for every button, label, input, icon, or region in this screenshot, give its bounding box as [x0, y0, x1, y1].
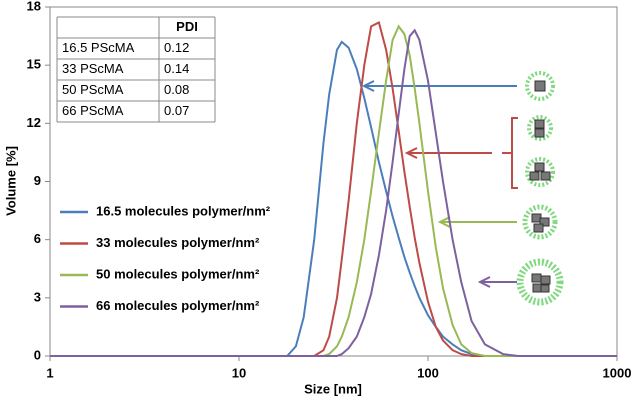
- x-tick-label: 1000: [603, 365, 632, 380]
- table-cell: 33 PScMA: [62, 61, 124, 76]
- y-tick-label: 3: [34, 289, 41, 304]
- legend-label: 16.5 molecules polymer/nm²: [96, 203, 271, 218]
- table-cell: 0.08: [164, 82, 189, 97]
- legend-label: 33 molecules polymer/nm²: [96, 235, 260, 250]
- table-cell: 16.5 PScMA: [62, 40, 135, 55]
- particle-icons: [516, 71, 564, 306]
- legend-label: 50 molecules polymer/nm²: [96, 266, 260, 281]
- series-line: [50, 28, 617, 357]
- legend-label: 66 molecules polymer/nm²: [96, 298, 260, 313]
- y-tick-label: 18: [27, 0, 41, 13]
- table-cell: 66 PScMA: [62, 103, 124, 118]
- x-tick-label: 100: [417, 365, 439, 380]
- series-line: [50, 40, 617, 357]
- x-tick-label: 1: [46, 365, 53, 380]
- y-tick-label: 6: [34, 231, 41, 246]
- y-tick-label: 12: [27, 115, 41, 130]
- y-tick-label: 15: [27, 57, 41, 72]
- table-cell: 0.07: [164, 103, 189, 118]
- y-axis-label: Volume [%]: [3, 146, 18, 216]
- y-tick-label: 0: [34, 347, 41, 362]
- table-header: PDI: [176, 19, 198, 34]
- x-tick-label: 10: [232, 365, 246, 380]
- table-cell: 0.12: [164, 40, 189, 55]
- table-cell: 0.14: [164, 61, 189, 76]
- x-axis-label: Size [nm]: [304, 381, 362, 396]
- table-cell: 50 PScMA: [62, 82, 124, 97]
- y-tick-label: 9: [34, 173, 41, 188]
- arrows: [361, 80, 518, 288]
